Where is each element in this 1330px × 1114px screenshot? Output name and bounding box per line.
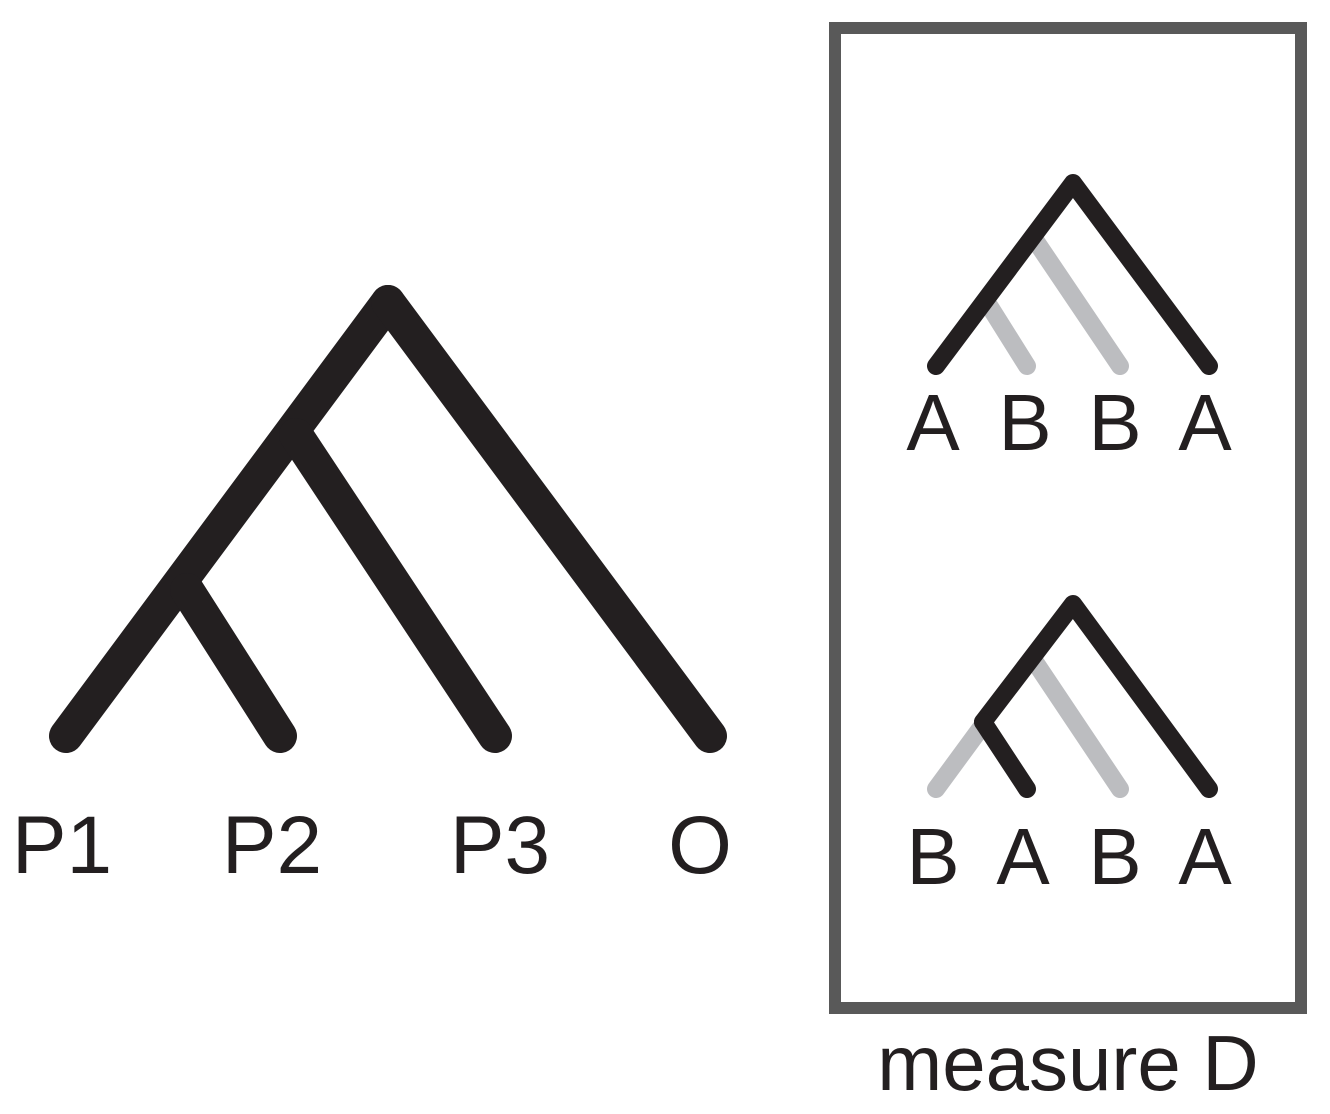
baba-black-outline (974, 595, 1218, 798)
abba-tip-4: A (1178, 378, 1232, 467)
tip-label-p2: P2 (222, 800, 322, 891)
baba-tip-4: A (1178, 812, 1232, 901)
baba-gray-branch-2 (1026, 653, 1129, 798)
branch-root-to-p1 (49, 285, 405, 753)
branch-to-p3 (279, 418, 512, 753)
tip-label-p3: P3 (450, 800, 550, 891)
baba-pattern: B A B A (906, 595, 1232, 901)
abba-gray-branch-2 (1026, 231, 1129, 375)
baba-tip-2: A (996, 812, 1050, 901)
tip-label-o: O (668, 800, 732, 891)
abba-tip-2: B (998, 378, 1051, 467)
abba-pattern: A B B A (906, 174, 1232, 467)
baba-tip-3: B (1088, 812, 1141, 901)
baba-tip-1: B (906, 812, 959, 901)
tip-label-p1: P1 (12, 800, 112, 891)
branch-to-p2 (170, 573, 297, 753)
measure-d-caption: measure D (877, 1019, 1258, 1107)
abba-black-outline (927, 174, 1218, 375)
abba-tip-3: B (1088, 378, 1141, 467)
baba-gray-branch-1 (927, 716, 992, 798)
abba-gray-branch-1 (981, 298, 1036, 375)
measure-d-frame (829, 22, 1307, 1014)
abba-tip-1: A (906, 378, 960, 467)
baba-black-branch-inner (974, 713, 1036, 798)
species-tree: P1 P2 P3 O (12, 285, 732, 891)
branch-root-to-o (371, 285, 727, 753)
